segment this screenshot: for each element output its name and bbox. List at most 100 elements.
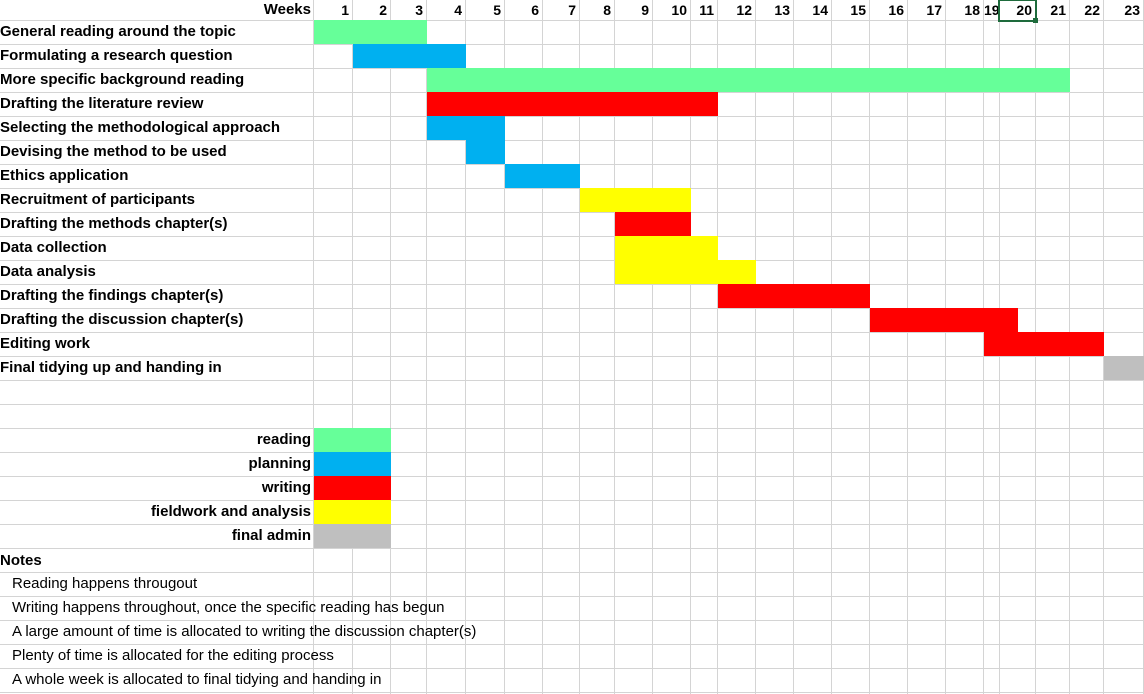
week-header: 3 [415,2,423,18]
fill-handle[interactable] [1033,18,1038,23]
note-item: Writing happens throughout, once the spe… [12,599,445,616]
row-gridline [0,260,1144,261]
row-gridline [0,572,1144,573]
column-gridline [717,0,718,694]
note-item: Plenty of time is allocated for the edit… [12,647,334,664]
column-gridline [542,0,543,694]
gantt-bar-writing [718,284,870,308]
task-label: Drafting the methods chapter(s) [0,215,228,232]
row-gridline [0,44,1144,45]
task-label: Drafting the literature review [0,95,204,112]
row-gridline [0,500,1144,501]
gantt-bar-writing [1000,308,1018,332]
row-gridline [0,332,1144,333]
legend-label: final admin [231,527,311,544]
week-header: 22 [1084,2,1100,18]
column-gridline [869,0,870,694]
weeks-header-label: Weeks [263,1,311,18]
legend-swatch-admin [314,524,391,548]
week-header: 19 [984,2,1000,18]
column-gridline [945,0,946,694]
task-label: Editing work [0,335,90,352]
week-header: 13 [774,2,790,18]
column-gridline [504,0,505,694]
row-gridline [0,548,1144,549]
week-header: 7 [568,2,576,18]
row-gridline [0,692,1144,693]
row-gridline [0,140,1144,141]
note-item: A whole week is allocated to final tidyi… [12,671,382,688]
legend-label: writing [261,479,311,496]
column-gridline [983,0,984,694]
week-header: 14 [812,2,828,18]
legend-label: fieldwork and analysis [150,503,311,520]
row-gridline [0,428,1144,429]
column-gridline [426,0,427,694]
row-gridline [0,452,1144,453]
task-label: Recruitment of participants [0,191,196,208]
task-label: Ethics application [0,167,129,184]
column-gridline [313,0,314,694]
gantt-bar-planning [505,164,580,188]
row-gridline [0,668,1144,669]
row-gridline [0,476,1144,477]
week-header: 23 [1124,2,1140,18]
week-header: 9 [641,2,649,18]
gantt-bar-writing [984,332,1104,356]
week-header: 20 [1016,2,1032,18]
task-label: Drafting the findings chapter(s) [0,287,224,304]
column-gridline [755,0,756,694]
column-gridline [690,0,691,694]
gantt-bar-writing [427,92,718,116]
row-gridline [0,20,1144,21]
column-gridline [465,0,466,694]
row-gridline [0,620,1144,621]
column-gridline [793,0,794,694]
week-header: 5 [493,2,501,18]
week-header: 21 [1050,2,1066,18]
week-header: 17 [926,2,942,18]
row-gridline [0,356,1144,357]
week-header: 10 [671,2,687,18]
note-item: A large amount of time is allocated to w… [12,623,477,640]
row-gridline [0,596,1144,597]
gantt-bar-admin [1104,356,1144,380]
task-label: General reading around the topic [0,23,236,40]
task-label: Formulating a research question [0,47,233,64]
row-gridline [0,188,1144,189]
task-label: Selecting the methodological approach [0,119,281,136]
column-gridline [579,0,580,694]
legend-swatch-fieldwork [314,500,391,524]
legend-swatch-reading [314,428,391,452]
week-header: 4 [454,2,462,18]
task-label: More specific background reading [0,71,245,88]
row-gridline [0,308,1144,309]
row-gridline [0,404,1144,405]
row-gridline [0,524,1144,525]
row-gridline [0,644,1144,645]
selected-cell[interactable] [998,0,1037,22]
legend-swatch-writing [314,476,391,500]
week-header: 8 [603,2,611,18]
task-label: Data analysis [0,263,96,280]
column-gridline [390,0,391,694]
week-header: 6 [531,2,539,18]
week-header: 18 [964,2,980,18]
gantt-bar-planning [427,116,505,140]
column-gridline [907,0,908,694]
task-label: Final tidying up and handing in [0,359,222,376]
week-header: 1 [341,2,349,18]
legend-swatch-planning [314,452,391,476]
gantt-bar-reading [314,20,427,44]
gantt-bar-writing [870,308,1000,332]
note-item: Reading happens througout [12,575,198,592]
week-header: 2 [379,2,387,18]
task-label: Drafting the discussion chapter(s) [0,311,244,328]
row-gridline [0,116,1144,117]
legend-label: reading [256,431,311,448]
legend-label: planning [248,455,312,472]
week-header: 12 [736,2,752,18]
week-header: 16 [888,2,904,18]
column-gridline [614,0,615,694]
